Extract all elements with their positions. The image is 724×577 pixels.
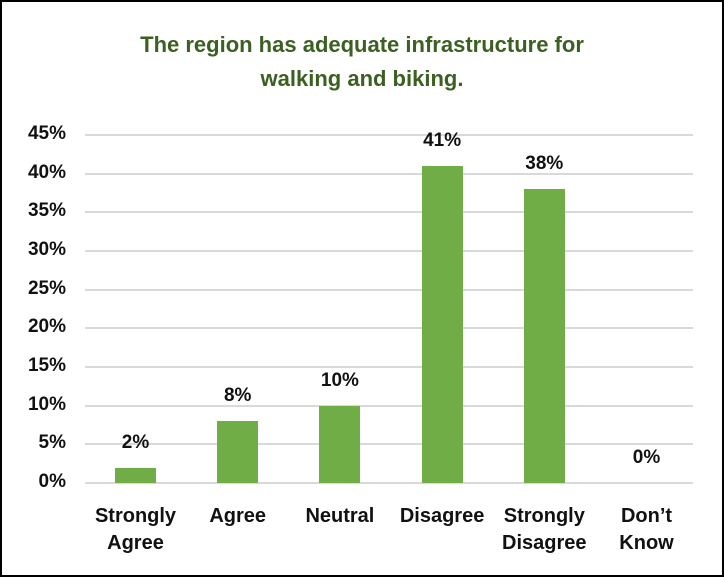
gridline bbox=[85, 404, 693, 407]
x-category-label-line: Don’t bbox=[620, 505, 673, 527]
chart-title-line-2: walking and biking. bbox=[260, 66, 464, 91]
x-category-label-line: Agree bbox=[107, 532, 164, 554]
gridline bbox=[85, 250, 693, 252]
data-label: 10% bbox=[320, 369, 359, 391]
data-label: 2% bbox=[121, 431, 150, 453]
chart-title: The region has adequate infrastructure f… bbox=[0, 28, 724, 96]
y-tick-label: 10% bbox=[27, 393, 66, 415]
data-label: 0% bbox=[632, 447, 661, 468]
y-tick-label: 15% bbox=[27, 355, 66, 376]
gridline bbox=[85, 482, 693, 484]
y-tick-label: 0% bbox=[38, 471, 66, 492]
y-tick-label: 5% bbox=[38, 432, 66, 454]
data-label: 8% bbox=[223, 385, 252, 407]
bar bbox=[115, 467, 156, 483]
gridline bbox=[85, 134, 693, 136]
x-category-label: Disagree bbox=[390, 503, 494, 557]
x-category-label: Strongly Agree bbox=[84, 503, 188, 557]
x-category-label: Don’t Know bbox=[595, 503, 699, 557]
gridline bbox=[85, 443, 693, 446]
y-tick-label: 20% bbox=[27, 316, 66, 338]
x-category-label-line: Agree bbox=[209, 505, 267, 527]
y-tick-label: 40% bbox=[27, 161, 66, 183]
gridline bbox=[85, 288, 693, 291]
x-category-label-line: Know bbox=[619, 532, 674, 554]
x-category-label: Agree bbox=[186, 503, 290, 557]
chart-title-line-1: The region has adequate infrastructure f… bbox=[140, 32, 584, 57]
data-label: 41% bbox=[423, 129, 462, 151]
bar bbox=[319, 405, 361, 483]
gridline bbox=[85, 366, 693, 368]
bar bbox=[421, 165, 463, 483]
gridline bbox=[85, 172, 693, 175]
x-category-label: Strongly Disagree bbox=[492, 503, 596, 557]
gridline bbox=[85, 327, 693, 330]
x-category-label: Neutral bbox=[288, 503, 392, 557]
x-category-label-line: Disagree bbox=[502, 532, 587, 554]
x-category-label-line: Strongly bbox=[94, 505, 177, 527]
x-category-label-line bbox=[186, 530, 290, 557]
y-tick-label: 25% bbox=[27, 277, 66, 299]
bar bbox=[217, 421, 259, 483]
x-category-label-line: Strongly bbox=[503, 505, 585, 527]
y-tick-label: 35% bbox=[27, 200, 66, 222]
data-label: 38% bbox=[525, 153, 564, 175]
x-category-label-line bbox=[390, 530, 494, 557]
y-tick-label: 45% bbox=[27, 123, 66, 144]
y-tick-label: 30% bbox=[27, 239, 66, 260]
gridline bbox=[85, 211, 693, 214]
x-category-label-line: Neutral bbox=[305, 505, 375, 527]
x-category-label-line: Disagree bbox=[399, 505, 485, 527]
bar bbox=[523, 189, 565, 483]
x-category-label-line bbox=[288, 530, 392, 557]
